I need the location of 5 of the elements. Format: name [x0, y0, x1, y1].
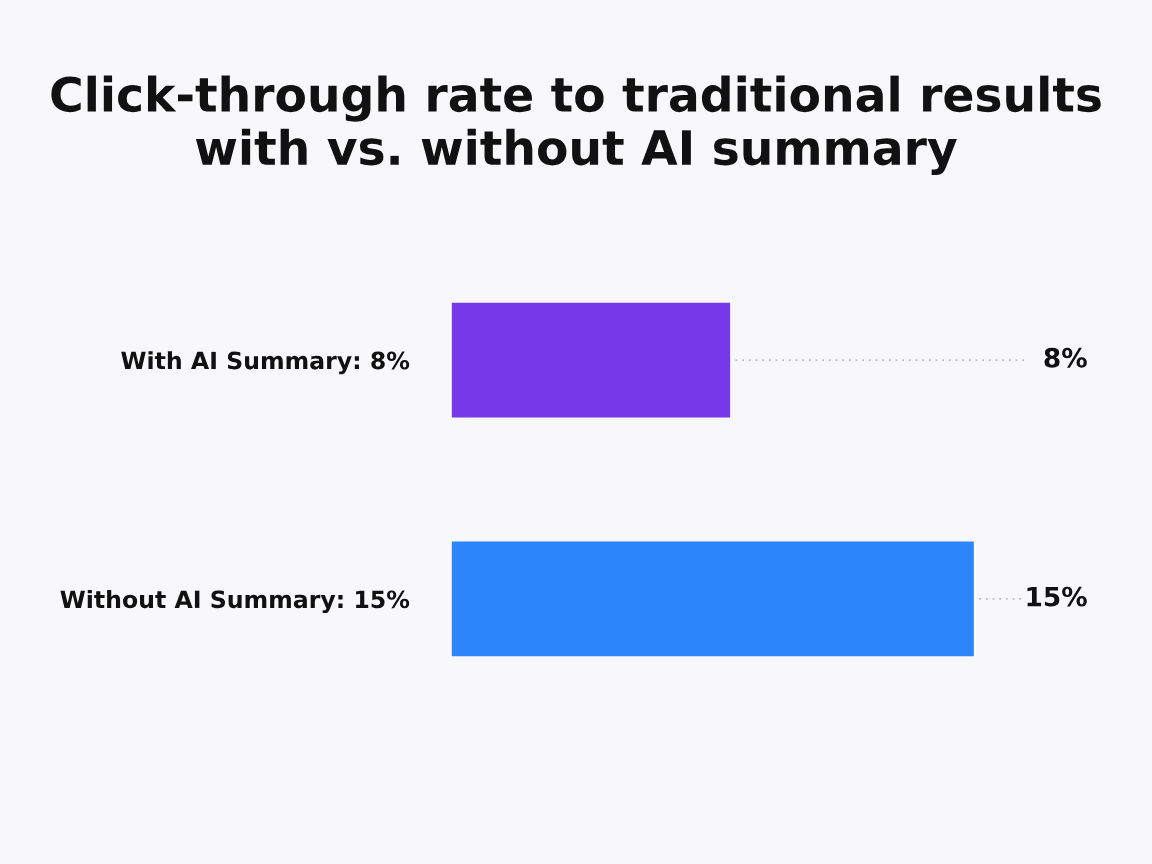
- y-tick-label: Without AI Summary: 15%: [60, 589, 410, 613]
- chart-title: Click-through rate to traditional results with vs. without AI summary: [51, 75, 1101, 175]
- data-label: 15%: [1027, 586, 1087, 607]
- data-label: 8%: [1044, 347, 1087, 368]
- y-tick-label: With AI Summary: 8%: [121, 351, 410, 375]
